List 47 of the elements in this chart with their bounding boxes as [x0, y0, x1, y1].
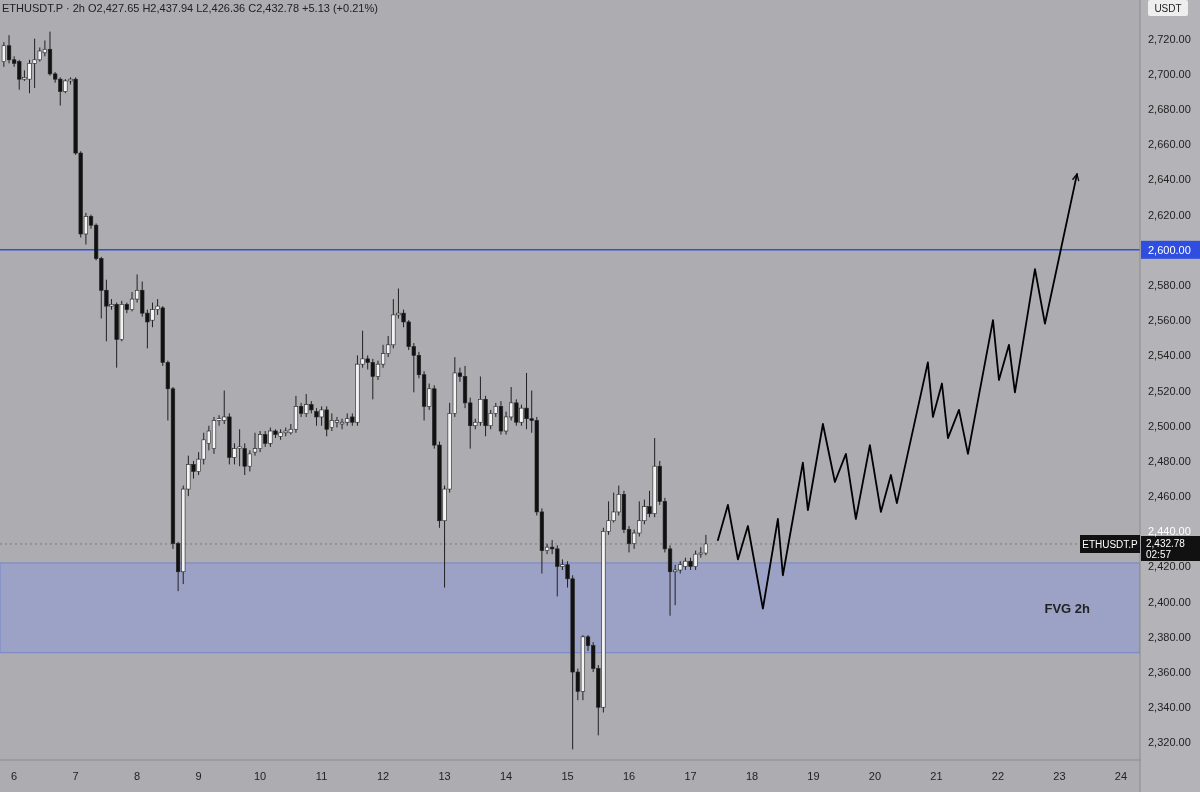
- y-tick-label: 2,540.00: [1148, 349, 1191, 362]
- annotation: O2,427.65 H2,437.94 L2,426.36 C2,432.78 +5.13 (+0.21%): [87, 2, 378, 14]
- y-tick-label: 2,500.00: [1148, 419, 1191, 432]
- x-tick-label: 9: [195, 770, 202, 782]
- y-tick-label: 2,360.00: [1148, 666, 1191, 679]
- y-tick-label: 2,680.00: [1148, 103, 1191, 116]
- y-tick-label: 2,320.00: [1148, 736, 1191, 749]
- y-tick-label: 2,660.00: [1148, 138, 1191, 151]
- y-tick-label: 2,720.00: [1148, 32, 1191, 45]
- x-tick-label: 20: [868, 770, 882, 782]
- y-tick-label: 2,480.00: [1148, 454, 1191, 467]
- text: 02:57: [1146, 549, 1172, 560]
- x-tick-label: 16: [622, 770, 636, 782]
- y-tick-label: 2,440.00: [1148, 525, 1191, 538]
- x-tick-label: 14: [499, 770, 513, 782]
- y-tick-label: 2,640.00: [1148, 173, 1191, 186]
- x-tick-label: 8: [134, 770, 141, 782]
- ref-line-label: ETHUSDT.P: [1082, 539, 1139, 550]
- x-tick-label: 7: [72, 770, 79, 782]
- x-tick-label: 24: [1114, 770, 1128, 782]
- y-tick-label: 2,620.00: [1148, 208, 1191, 221]
- y-tick-label: 2,340.00: [1148, 701, 1191, 714]
- x-tick-label: 18: [745, 770, 759, 782]
- x-tick-label: 22: [991, 770, 1005, 782]
- x-tick-label: 6: [11, 770, 18, 782]
- y-tick-label: 2,580.00: [1148, 279, 1191, 291]
- y-tick-label: 2,520.00: [1148, 384, 1191, 397]
- y-tick-label: 2,380.00: [1148, 630, 1191, 643]
- x-tick-label: 19: [807, 770, 820, 782]
- x-tick-label: 15: [561, 770, 574, 782]
- x-tick-label: 13: [438, 770, 451, 782]
- x-tick-label: 11: [315, 770, 328, 782]
- y-tick-label: 2,400.00: [1148, 595, 1191, 608]
- y-tick-label: 2,420.00: [1148, 560, 1191, 573]
- band-label: FVG 2h: [1044, 600, 1091, 616]
- y-tick-label: 2,600.00: [1148, 243, 1191, 256]
- x-tick-label: 17: [684, 770, 697, 782]
- x-tick-label: 23: [1053, 770, 1066, 782]
- text: 2,432.78: [1146, 538, 1186, 549]
- x-tick-label: 10: [253, 770, 267, 782]
- y-tick-label: 2,460.00: [1148, 490, 1191, 503]
- y-tick-label: 2,700.00: [1148, 67, 1191, 80]
- y-tick-label: 2,560.00: [1148, 314, 1191, 327]
- chart-title: ETHUSDT.P · 2h: [2, 2, 85, 14]
- x-tick-label: 12: [376, 770, 390, 782]
- y-axis-title: USDT: [1154, 3, 1182, 14]
- x-tick-label: 21: [930, 770, 943, 782]
